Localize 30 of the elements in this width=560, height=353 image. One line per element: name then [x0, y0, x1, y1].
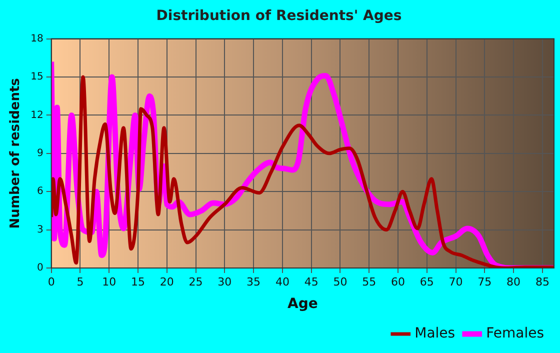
y-tick-label: 15 — [30, 72, 44, 83]
x-tick-label: 5 — [76, 275, 84, 288]
x-tick-label: 75 — [478, 275, 492, 288]
x-tick-label: 10 — [102, 275, 116, 288]
y-tick-label: 12 — [30, 110, 44, 121]
x-tick-label: 20 — [160, 275, 174, 288]
legend-label: Females — [486, 326, 544, 342]
y-tick-label: 6 — [36, 186, 44, 198]
x-tick-label: 65 — [420, 275, 434, 288]
x-tick-label: 0 — [48, 275, 55, 288]
x-tick-label: 35 — [246, 275, 261, 288]
x-axis-title: Age — [287, 296, 318, 312]
x-tick-label: 40 — [275, 275, 290, 288]
y-tick-label: 18 — [30, 33, 44, 44]
x-tick-label: 45 — [304, 275, 318, 288]
x-tick-label: 60 — [390, 275, 405, 288]
x-tick-label: 25 — [188, 275, 203, 288]
x-tick-label: 15 — [130, 275, 145, 288]
chart-title: Distribution of Residents' Ages — [156, 8, 402, 24]
y-tick-label: 0 — [36, 262, 44, 274]
x-tick-label: 70 — [448, 275, 463, 288]
x-tick-label: 80 — [506, 275, 521, 288]
y-tick-label: 9 — [36, 148, 44, 159]
y-tick-label: 3 — [36, 224, 44, 236]
x-tick-label: 30 — [218, 275, 232, 288]
legend-label: Males — [414, 326, 456, 342]
x-tick-label: 50 — [333, 275, 348, 288]
y-axis-title: Number of residents — [8, 78, 24, 229]
x-tick-label: 55 — [362, 275, 376, 288]
x-tick-label: 85 — [535, 275, 550, 288]
